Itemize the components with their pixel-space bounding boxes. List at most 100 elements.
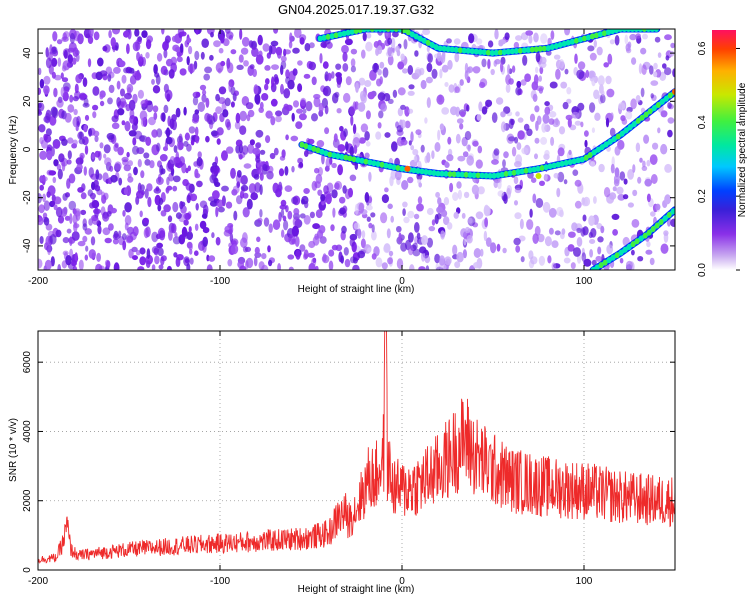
spectrogram-cell: [226, 62, 234, 74]
spectrogram-cell: [362, 31, 367, 42]
spectrogram-cell: [156, 128, 163, 138]
ridge-point: [590, 267, 596, 270]
spectrogram-cell: [175, 256, 181, 268]
ridge-point: [385, 29, 391, 32]
spectrogram-cell: [38, 67, 42, 76]
spectrogram-cell: [91, 215, 99, 225]
ridge-point: [654, 222, 660, 229]
spectrogram-cell: [280, 208, 285, 218]
spectrogram-cell: [441, 209, 448, 217]
ridge-point: [447, 171, 453, 178]
spectrogram-cell: [402, 201, 408, 208]
spectrogram-cell: [500, 61, 504, 73]
spectrogram-cell: [533, 74, 539, 86]
spectrogram-cell: [383, 243, 391, 253]
ridge-point: [531, 166, 537, 173]
spectrogram-cell: [460, 111, 466, 118]
spectrogram-cell: [412, 242, 418, 250]
spectrogram-cell: [259, 149, 266, 155]
chart-title: GN04.2025.017.19.37.G32: [278, 2, 434, 17]
ridge-point: [327, 151, 333, 158]
ridge-point: [618, 249, 624, 256]
spectrogram-cell: [148, 116, 156, 126]
spectrogram-cell: [47, 185, 56, 196]
spectrogram-cell: [186, 56, 190, 66]
spectrogram-cell: [369, 69, 377, 81]
spectrogram-cell: [380, 212, 388, 224]
ridge-point: [622, 29, 627, 32]
spectrogram-cell: [51, 57, 58, 67]
ridge-point: [411, 167, 417, 174]
ridge-point: [602, 30, 607, 37]
spectrogram-cell: [400, 242, 407, 252]
spectrogram-cell: [359, 90, 367, 102]
spectrogram-cell: [449, 182, 454, 193]
ridge-point: [325, 33, 331, 40]
spectrogram-cell: [627, 169, 634, 180]
spectrogram-cell: [653, 71, 658, 78]
spectrogram-cell: [591, 127, 596, 133]
ridge-point: [594, 32, 599, 39]
top-y-axis: -40 -20 0 20 40: [22, 47, 675, 253]
spectrogram-cell: [121, 74, 127, 84]
ridge-point: [626, 244, 632, 250]
spectrogram-cell: [226, 121, 232, 131]
spectrogram-cell: [331, 189, 338, 199]
spectrogram-cell: [128, 248, 134, 259]
spectrogram-cell: [541, 122, 547, 133]
spectrogram-cell: [124, 215, 132, 226]
spectrogram-cell: [272, 219, 281, 230]
spectrogram-cell: [83, 97, 89, 107]
ridge-point: [650, 29, 655, 32]
spectrogram-cell: [357, 228, 362, 239]
ridge-point: [578, 36, 583, 43]
spectrogram-cell: [202, 89, 207, 96]
spectrogram-cell: [328, 249, 335, 257]
spectrogram-cell: [428, 226, 436, 232]
spectrogram-cell: [669, 50, 675, 57]
spectrogram-cell: [40, 176, 48, 182]
spectrogram-cell: [315, 209, 323, 219]
spectrogram-cell: [603, 62, 609, 68]
spectrogram-cell: [61, 208, 68, 217]
spectrogram-cell: [95, 263, 103, 270]
spectrogram-cell: [667, 117, 675, 124]
spectrogram-cell: [315, 173, 323, 184]
spectrogram-cell: [259, 209, 263, 218]
ridge-point: [437, 45, 443, 52]
spectrogram-cell: [257, 217, 263, 223]
spectrogram-cell: [316, 140, 325, 148]
spectrogram-cell: [566, 87, 572, 95]
spectrogram-cell: [556, 187, 561, 198]
spectrogram-cell: [156, 142, 161, 152]
spectrogram-cell: [612, 186, 617, 192]
spectrogram-cell: [554, 230, 561, 236]
spectrogram-cell: [143, 152, 150, 159]
spectrogram-cell: [285, 69, 290, 79]
spectrogram-cell: [268, 259, 273, 267]
spectrogram-cell: [124, 202, 132, 213]
spectrogram-cell: [103, 144, 111, 154]
spectrogram-cell: [195, 203, 199, 211]
spectrogram-cell: [220, 34, 225, 44]
spectrogram-cell: [196, 157, 203, 167]
ridge-hotspot: [535, 173, 542, 179]
spectrogram-cell: [453, 211, 459, 219]
spectrogram-cell: [288, 266, 294, 270]
spectrogram-cell: [535, 66, 539, 74]
spectrogram-cell: [339, 125, 344, 132]
spectrogram-cell: [395, 170, 402, 181]
spectrogram-cell: [160, 210, 167, 217]
ridge-point: [433, 44, 439, 51]
spectrogram-cell: [322, 253, 327, 263]
spectrogram-cell: [593, 196, 597, 204]
y-tick-label: 40: [22, 47, 33, 59]
spectrogram-cell: [645, 249, 653, 255]
spectrogram-cell: [85, 245, 89, 252]
spectrogram-cell: [416, 203, 424, 212]
spectrogram-cell: [331, 162, 337, 169]
spectrogram-cell: [597, 75, 605, 86]
spectrogram-cell: [259, 184, 263, 196]
spectrogram-cell: [439, 68, 443, 79]
ridge-point: [341, 30, 347, 37]
